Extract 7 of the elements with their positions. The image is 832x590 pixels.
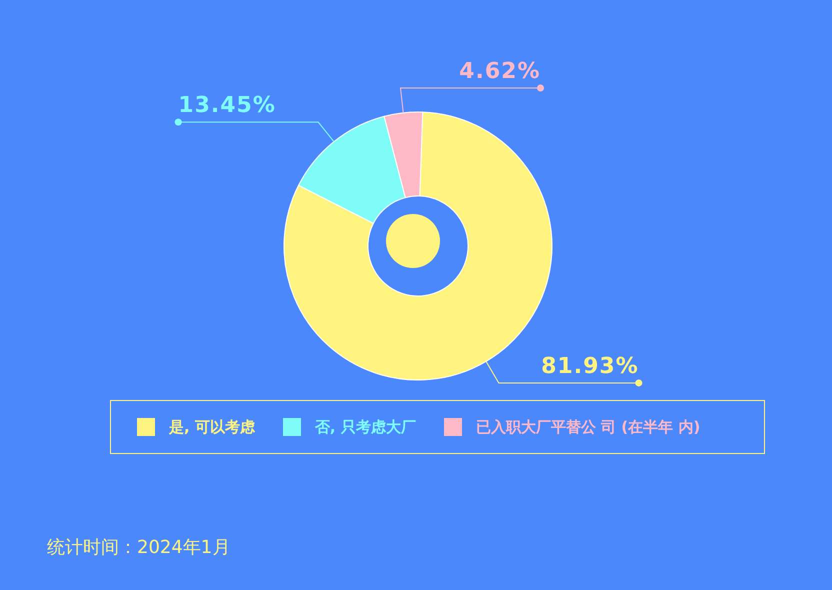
data-label: 13.45% [178,93,276,118]
text: 统计时间：2024年1月 [47,536,230,559]
legend-label: 已入职大厂平替公 司 (在半年 内) [476,418,700,436]
data-label: 4.62% [459,58,541,84]
legend-label: 否, 只考虑大厂 [314,418,416,436]
data-label: 81.93% [541,354,639,379]
legend-label: 是, 可以考虑 [169,418,255,436]
